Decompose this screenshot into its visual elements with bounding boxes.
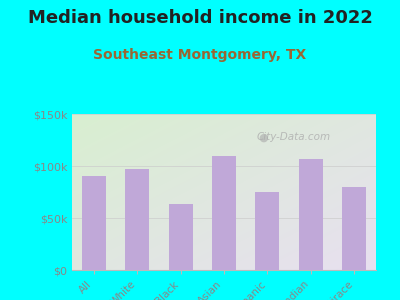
Bar — [169, 205, 192, 270]
Text: ●: ● — [259, 132, 268, 142]
Text: Median household income in 2022: Median household income in 2022 — [28, 9, 372, 27]
Bar — [82, 176, 106, 270]
Bar — [299, 159, 323, 270]
Text: Southeast Montgomery, TX: Southeast Montgomery, TX — [93, 48, 307, 62]
Bar — [212, 156, 236, 270]
Text: City-Data.com: City-Data.com — [257, 132, 331, 142]
Bar — [125, 169, 149, 270]
Bar — [256, 192, 279, 270]
Bar — [342, 187, 366, 270]
